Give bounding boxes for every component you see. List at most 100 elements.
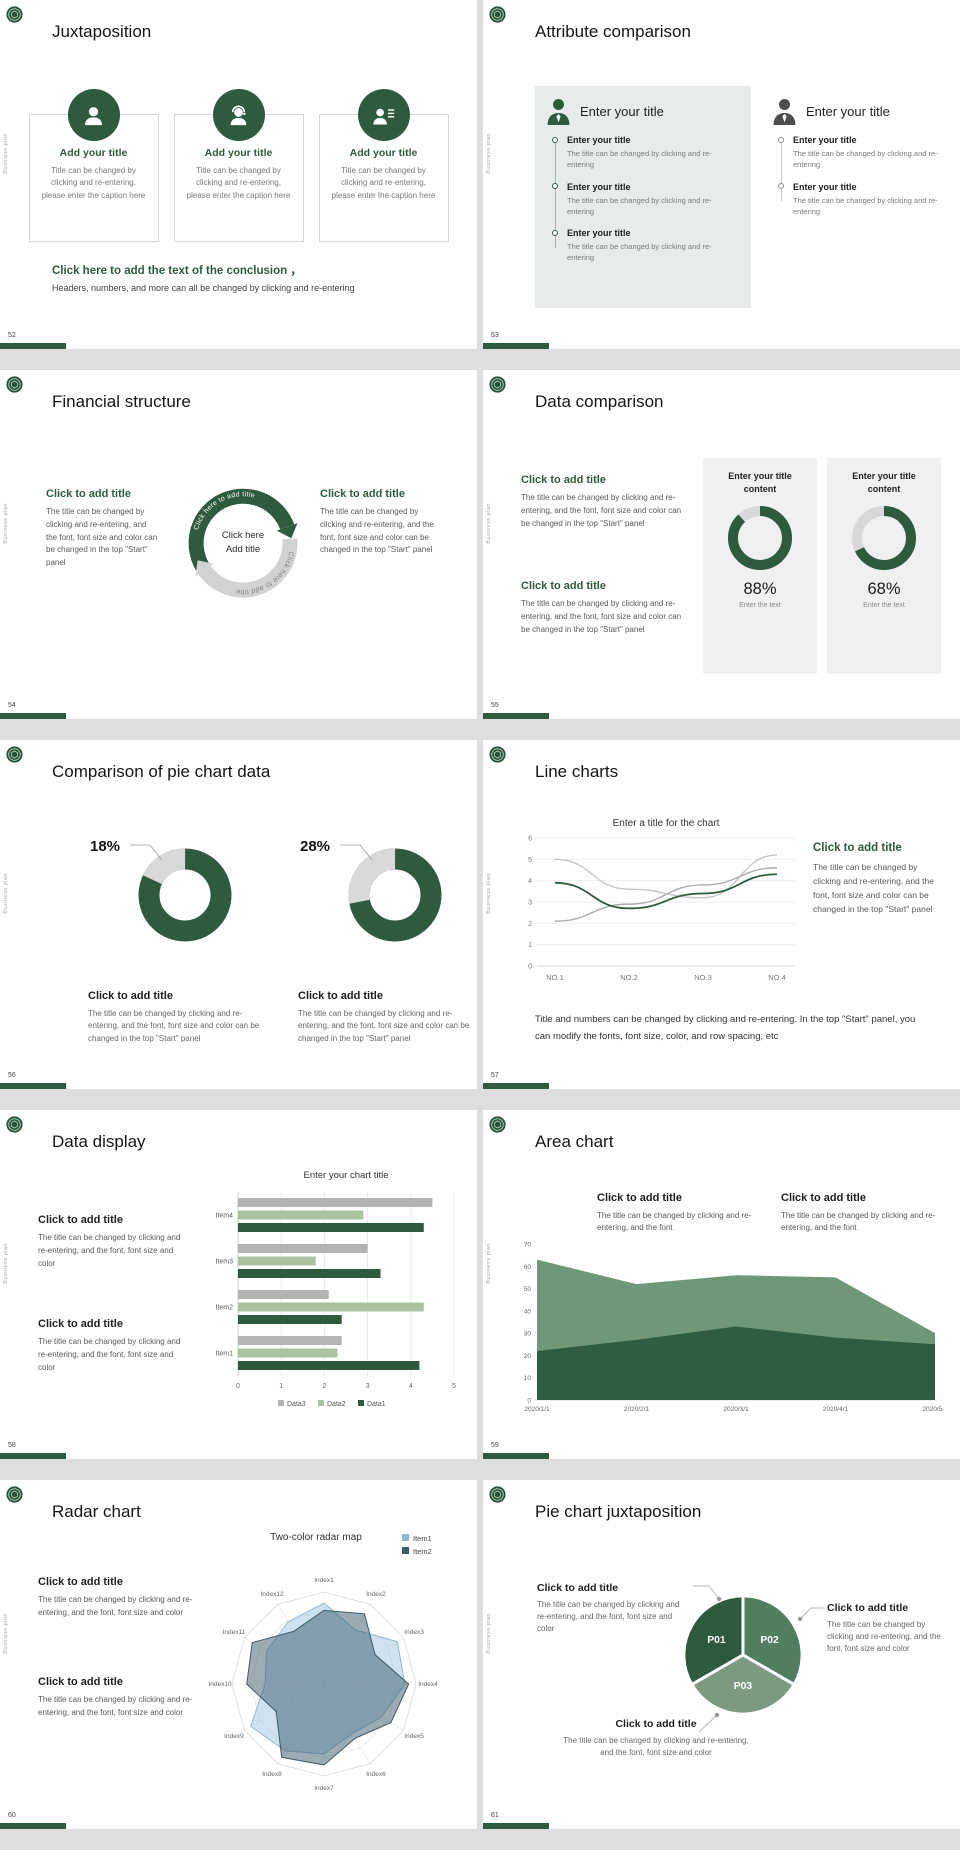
svg-text:5: 5 [452, 1383, 456, 1390]
block-text: The title can be changed by clicking and… [813, 862, 934, 915]
svg-text:10: 10 [524, 1375, 532, 1382]
item-heading: Enter your title [567, 135, 631, 145]
block-text: The title can be changed by clicking and… [38, 1695, 193, 1717]
text-block: Click to add title The title can be chan… [781, 1192, 951, 1234]
timeline-dot [778, 136, 784, 143]
area-chart: 0 10 20 30 40 50 60 70 2020/1/1 2020/2/1 2020/3/1 2… [524, 1242, 943, 1414]
slide-52: Business plan Juxtaposition Add your tit… [0, 0, 477, 349]
svg-text:NO.4: NO.4 [768, 973, 786, 982]
timeline-dot [552, 229, 558, 236]
side-label: Business plan [3, 1242, 9, 1284]
timeline-item: Enter your title The title can be change… [552, 135, 739, 171]
svg-text:Item1: Item1 [215, 1351, 233, 1358]
connector-lines [693, 1585, 825, 1733]
block-text: The title can be changed by clicking and… [827, 1620, 941, 1653]
text-block: Click to add title The title can be chan… [597, 1192, 769, 1234]
footer-accent-bar [483, 1823, 549, 1829]
item-text: The title can be changed by clicking and… [567, 195, 712, 216]
timeline-line [780, 142, 782, 201]
svg-text:Item4: Item4 [215, 1213, 233, 1220]
slide-55: Business plan Data comparison Click to a… [483, 370, 960, 719]
svg-text:Index11: Index11 [223, 1629, 246, 1636]
cycle-center-label: Click here Add title [170, 470, 316, 616]
timeline-item: Enter your title The title can be change… [778, 182, 960, 218]
svg-text:4: 4 [528, 878, 532, 885]
block-heading: Click to add title [88, 990, 173, 1002]
page-number: 53 [491, 332, 499, 339]
card-heading: Enter your title content [852, 471, 916, 495]
svg-text:Index7: Index7 [314, 1785, 334, 1792]
slide-title: Attribute comparison [535, 22, 691, 41]
svg-text:3: 3 [528, 900, 532, 907]
feature-card: Add your title Title can be changed by c… [318, 89, 449, 242]
page-number: 60 [8, 1812, 16, 1819]
block-text: The title can be changed by clicking and… [521, 599, 682, 634]
slide-61: Business plan Pie chart juxtaposition Cl… [483, 1480, 960, 1829]
item-text: The title can be changed by clicking and… [793, 195, 938, 216]
feature-card: Add your title Title can be changed by c… [28, 89, 159, 242]
donut-chart [852, 506, 916, 571]
slide-58: Business plan Data display Click to add … [0, 1110, 477, 1459]
block-heading: Click to add title [46, 488, 131, 500]
person-icon [67, 89, 120, 141]
timeline-dot [552, 183, 558, 189]
block-text: The title can be changed by clicking and… [597, 1211, 752, 1232]
page-number: 52 [8, 332, 16, 339]
svg-text:2020/3/1: 2020/3/1 [723, 1406, 749, 1413]
page-number: 54 [8, 702, 16, 709]
slide-53: Business plan Attribute comparison Enter… [483, 0, 960, 349]
footer-accent-bar [0, 343, 66, 349]
conclusion-heading: Click here to add the text of the conclu… [52, 265, 302, 277]
svg-text:60: 60 [524, 1264, 532, 1271]
side-label: Business plan [3, 132, 9, 174]
slide-title: Financial structure [52, 392, 191, 411]
arrowhead [276, 523, 298, 539]
slide-title: Data comparison [535, 392, 664, 411]
side-label: Business plan [3, 1612, 9, 1654]
svg-text:Index8: Index8 [262, 1771, 282, 1778]
stat-card: Enter your title content 88% Enter the t… [703, 458, 817, 674]
timeline-dot [778, 183, 784, 189]
footer-accent-bar [0, 713, 66, 719]
stat-card: Enter your title content 68% Enter the t… [827, 458, 941, 674]
support-person-icon [212, 89, 265, 141]
feature-cards: Add your title Title can be changed by c… [28, 88, 449, 242]
donut-chart [728, 506, 792, 571]
slide-title: Comparison of pie chart data [52, 762, 271, 781]
block-heading: Click to add title [521, 580, 606, 592]
page-number: 55 [491, 702, 499, 709]
svg-text:2020/1/1: 2020/1/1 [524, 1406, 550, 1413]
svg-text:40: 40 [524, 1308, 532, 1315]
block-text: The title can be changed by clicking and… [38, 1233, 181, 1268]
card-heading: Enter your title content [728, 471, 792, 495]
item-text: The title can be changed by clicking and… [793, 149, 938, 170]
side-label: Business plan [486, 502, 492, 544]
text-block: Click to add title The title can be chan… [38, 1576, 200, 1620]
text-block: Click to add title The title can be chan… [827, 1602, 953, 1655]
block-heading: Click to add title [320, 488, 405, 500]
brand-logo-icon [489, 1486, 506, 1503]
cycle-arrows-diagram: Click here to add title Click here to ad… [188, 488, 298, 598]
svg-text:Item2: Item2 [413, 1547, 432, 1556]
item-heading: Enter your title [567, 228, 631, 238]
item-text: The title can be changed by clicking and… [567, 149, 712, 170]
donut-chart [130, 844, 232, 942]
text-block: Click to add title The title can be chan… [38, 1318, 190, 1374]
block-text: The title can be changed by clicking and… [38, 1595, 193, 1617]
block-text: The title can be changed by clicking and… [298, 1009, 470, 1043]
line-chart: Enter a title for the chart 0 1 2 3 4 5 6 NO.1 NO… [528, 818, 795, 982]
arrowhead [195, 560, 214, 577]
svg-text:3: 3 [366, 1383, 370, 1390]
bar-chart: Enter your chart title 0 1 2 3 4 5 Item4 Item3 It… [215, 1170, 456, 1408]
slide-title: Area chart [535, 1132, 614, 1151]
svg-text:Index5: Index5 [404, 1733, 424, 1740]
block-text: The title can be changed by clicking and… [46, 507, 158, 568]
side-label: Business plan [3, 502, 9, 544]
center-line1: Click here [221, 529, 265, 541]
percent-label: 28% [300, 838, 331, 855]
block-heading: Click to add title [38, 1318, 123, 1330]
slide-title: Radar chart [52, 1502, 141, 1521]
svg-text:Enter your chart title: Enter your chart title [303, 1170, 388, 1181]
svg-text:Index9: Index9 [224, 1733, 244, 1740]
footer-accent-bar [483, 713, 549, 719]
